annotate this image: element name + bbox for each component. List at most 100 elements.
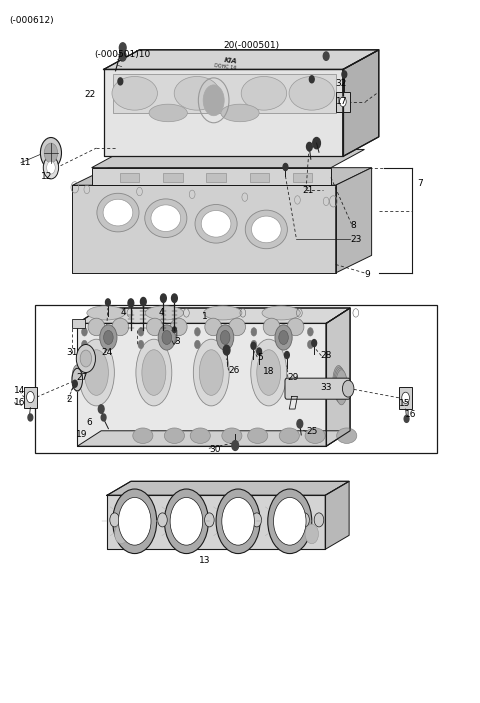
Text: 1: 1 (202, 312, 207, 321)
Circle shape (98, 405, 104, 413)
Text: 24: 24 (101, 349, 112, 357)
Text: 13: 13 (199, 556, 211, 565)
Bar (206, 173, 226, 181)
Text: 14: 14 (14, 386, 25, 395)
Text: (-000501)10: (-000501)10 (94, 49, 150, 58)
Ellipse shape (204, 306, 242, 320)
Circle shape (275, 325, 292, 350)
Circle shape (106, 299, 110, 306)
Text: 28: 28 (321, 352, 332, 360)
Text: 16: 16 (405, 410, 417, 419)
Circle shape (82, 340, 87, 349)
Ellipse shape (84, 350, 108, 395)
Circle shape (170, 498, 203, 545)
Text: 12: 12 (41, 172, 53, 181)
Circle shape (251, 328, 257, 336)
Ellipse shape (245, 210, 288, 249)
Text: 20(-000501): 20(-000501) (223, 41, 279, 50)
Polygon shape (72, 185, 336, 273)
Ellipse shape (257, 350, 281, 395)
Text: 11: 11 (20, 158, 31, 167)
Circle shape (47, 162, 55, 174)
Ellipse shape (336, 428, 357, 444)
Circle shape (203, 85, 224, 116)
Circle shape (172, 327, 176, 333)
Bar (35, 305, 437, 453)
Text: 6: 6 (86, 418, 92, 427)
Text: 26: 26 (228, 366, 240, 375)
Ellipse shape (78, 340, 114, 406)
Text: 29: 29 (287, 373, 298, 382)
Text: 33: 33 (321, 383, 332, 392)
Ellipse shape (241, 77, 287, 110)
Circle shape (308, 328, 313, 336)
Ellipse shape (222, 428, 242, 444)
Circle shape (268, 489, 312, 553)
Circle shape (339, 97, 346, 107)
Text: 4: 4 (158, 308, 164, 317)
Ellipse shape (248, 428, 268, 444)
Circle shape (323, 52, 329, 60)
Circle shape (141, 297, 146, 306)
Circle shape (28, 414, 33, 421)
Text: 25: 25 (306, 427, 317, 436)
Circle shape (160, 294, 166, 302)
Circle shape (171, 294, 177, 302)
Circle shape (104, 330, 113, 344)
Text: 8: 8 (350, 221, 356, 230)
Circle shape (115, 524, 128, 543)
Circle shape (120, 51, 126, 61)
Circle shape (80, 350, 92, 367)
Ellipse shape (252, 216, 281, 243)
Circle shape (100, 325, 117, 350)
Circle shape (82, 328, 87, 336)
Circle shape (44, 143, 58, 163)
Text: 31: 31 (67, 349, 78, 357)
Circle shape (138, 340, 144, 349)
Text: 7: 7 (417, 179, 423, 188)
Circle shape (194, 340, 200, 349)
Ellipse shape (251, 340, 287, 406)
Polygon shape (77, 323, 326, 446)
Circle shape (194, 328, 200, 336)
Polygon shape (343, 50, 379, 157)
Ellipse shape (142, 350, 166, 395)
Polygon shape (24, 387, 36, 408)
Ellipse shape (112, 77, 157, 110)
Ellipse shape (195, 205, 237, 243)
Ellipse shape (174, 77, 220, 110)
Ellipse shape (193, 340, 229, 406)
Ellipse shape (72, 365, 83, 392)
Ellipse shape (190, 428, 210, 444)
Circle shape (119, 498, 151, 545)
Polygon shape (104, 70, 343, 157)
Text: (-000612): (-000612) (9, 16, 54, 25)
Polygon shape (336, 168, 372, 273)
Circle shape (157, 513, 167, 527)
Polygon shape (336, 92, 350, 112)
Circle shape (283, 164, 288, 171)
Text: 17: 17 (336, 97, 347, 106)
Circle shape (251, 342, 256, 349)
Circle shape (138, 328, 144, 336)
Text: 4: 4 (120, 308, 126, 317)
Text: KIA: KIA (223, 57, 238, 65)
Ellipse shape (263, 318, 280, 336)
Circle shape (72, 380, 77, 387)
Text: 22: 22 (84, 90, 96, 99)
Ellipse shape (164, 428, 184, 444)
Circle shape (101, 414, 106, 421)
Circle shape (216, 325, 234, 350)
Ellipse shape (145, 306, 183, 320)
Text: 16: 16 (14, 398, 25, 407)
Polygon shape (104, 50, 379, 70)
Ellipse shape (145, 199, 187, 238)
Ellipse shape (72, 368, 83, 391)
Circle shape (274, 498, 306, 545)
Ellipse shape (87, 306, 125, 320)
Polygon shape (77, 308, 350, 323)
Circle shape (162, 330, 171, 344)
Circle shape (285, 352, 289, 359)
Polygon shape (113, 75, 336, 113)
Polygon shape (399, 387, 412, 409)
